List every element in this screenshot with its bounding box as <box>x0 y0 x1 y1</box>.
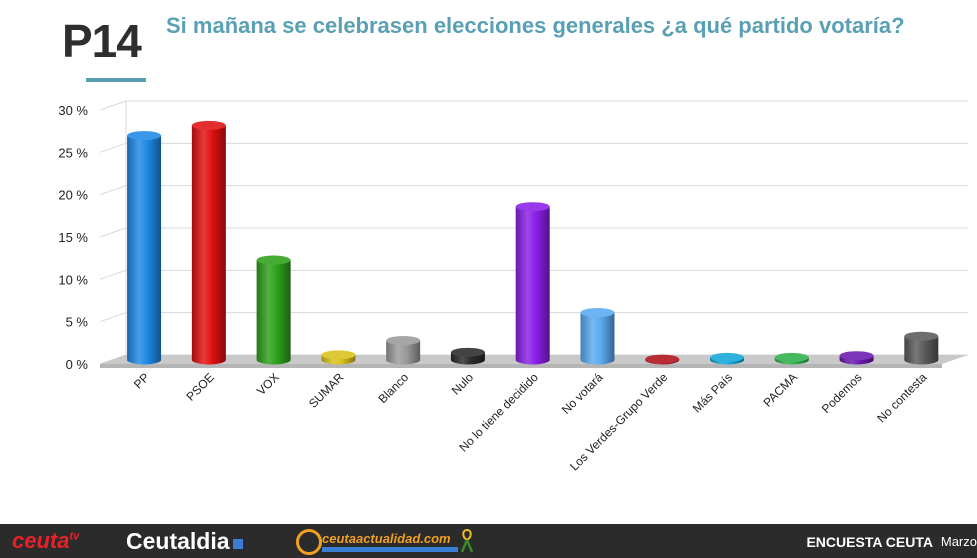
x-tick-label: Nulo <box>449 370 477 398</box>
gridline-side <box>99 185 127 196</box>
chart-floor-edge <box>100 364 942 368</box>
ribbon-icon <box>460 528 474 553</box>
gridline-side <box>99 142 127 153</box>
bar-0 <box>127 135 162 365</box>
y-tick-label: 5 % <box>66 315 89 330</box>
x-tick-label: No votará <box>559 370 606 417</box>
bar-top-12 <box>904 331 939 341</box>
footer-bar: ceutatv Ceutaldia ceutaactualidad.com EN… <box>0 524 977 558</box>
bar-12 <box>904 336 939 365</box>
bar-top-0 <box>127 131 162 141</box>
bar-4 <box>386 340 421 365</box>
survey-label: ENCUESTA CEUTA <box>806 534 933 550</box>
bar-top-9 <box>710 352 745 362</box>
ceutatv-logo-text: ceuta <box>12 528 70 553</box>
x-tick-label: PP <box>131 370 152 391</box>
bar-top-7 <box>580 308 615 318</box>
gridline-side <box>99 312 127 323</box>
x-tick-label: PACMA <box>760 370 799 409</box>
bar-top-2 <box>256 255 291 265</box>
y-tick-label: 15 % <box>58 230 88 245</box>
y-tick-label: 25 % <box>58 145 88 160</box>
bar-top-4 <box>386 335 421 345</box>
ceutaactualidad-logo-text: ceutaactualidad.com <box>322 531 451 546</box>
bar-top-1 <box>191 120 226 130</box>
bar-2 <box>256 260 291 365</box>
bar-top-3 <box>321 350 356 360</box>
x-tick-label: VOX <box>254 370 282 398</box>
bar-top-6 <box>515 202 550 212</box>
y-tick-label: 10 % <box>58 272 88 287</box>
bar-7 <box>580 312 615 365</box>
gridline-side <box>99 227 127 238</box>
ceutatv-logo-sup: tv <box>69 530 80 543</box>
bar-top-10 <box>774 352 809 362</box>
x-tick-label: PSOE <box>183 370 216 403</box>
survey-month: Marzo <box>940 534 977 549</box>
ceutaactualidad-underline <box>322 547 458 552</box>
bar-top-8 <box>645 354 680 364</box>
x-tick-label: Blanco <box>375 370 411 406</box>
x-tick-label: SUMAR <box>306 370 347 411</box>
bar-chart: 0 % 5 % 10 % 15 % 20 % 25 % 30 % PP PSOE VOX SUMAR… <box>58 100 968 474</box>
gridline-side <box>99 100 127 111</box>
bar-1 <box>191 125 226 365</box>
bar-top-11 <box>839 351 874 361</box>
question-number: P14 <box>62 15 142 67</box>
ceutaactualidad-ring-icon <box>296 529 322 555</box>
y-tick-label: 20 % <box>58 188 88 203</box>
ceutatv-logo: ceutatv <box>12 528 79 554</box>
y-tick-label: 30 % <box>58 103 88 118</box>
chart-title: Si mañana se celebrasen elecciones gener… <box>166 13 905 38</box>
question-underline <box>86 78 146 82</box>
ceutaldia-square-icon <box>232 539 243 549</box>
ceutaldia-logo-text: Ceutaldia <box>126 528 230 554</box>
x-tick-label: Más País <box>690 370 735 415</box>
x-tick-label: Podemos <box>819 370 865 416</box>
gridline-side <box>99 269 127 280</box>
y-tick-label: 0 % <box>66 357 89 372</box>
bar-6 <box>515 206 550 365</box>
bar-top-5 <box>450 347 485 357</box>
ceutaldia-logo: Ceutaldia <box>126 528 243 555</box>
x-tick-label: No contesta <box>874 370 929 425</box>
